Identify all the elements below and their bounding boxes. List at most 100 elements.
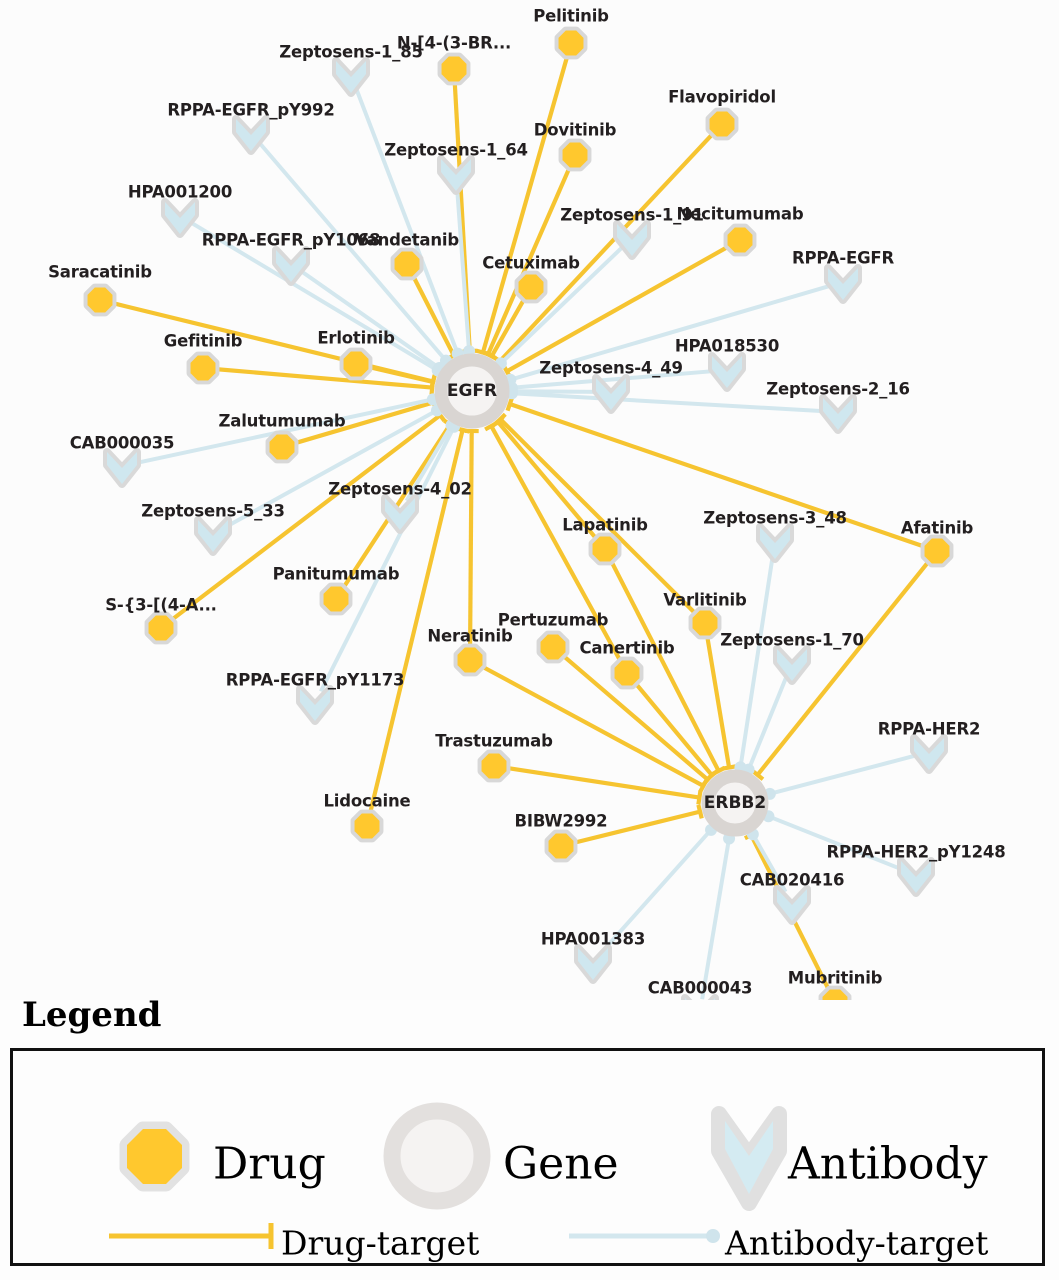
antibody-target-edge [454,185,472,352]
drug-node[interactable] [514,270,548,304]
drug-node[interactable] [350,809,384,843]
drug-node[interactable] [265,430,299,464]
drug-node[interactable] [705,107,739,141]
antibody-node-shape[interactable] [828,268,858,300]
antibody-node-shape[interactable] [276,250,306,282]
drug-node-shape[interactable] [709,111,735,137]
drug-node-shape[interactable] [692,610,718,636]
antibody-node-shape[interactable] [712,356,742,388]
drug-node-shape[interactable] [822,989,848,1000]
drug-node[interactable] [319,582,353,616]
antibody-node[interactable] [681,994,719,1000]
antibody-node-shape[interactable] [236,119,266,151]
drug-node-shape[interactable] [148,615,174,641]
antibody-node-shape[interactable] [441,159,471,191]
drug-node-shape[interactable] [558,30,584,56]
antibody-node-shape[interactable] [777,889,807,921]
antibody-node[interactable] [824,264,862,304]
antibody-node[interactable] [194,516,232,556]
drug-node-label: BIBW2992 [514,811,608,831]
drug-node[interactable] [390,247,424,281]
drug-node[interactable] [558,138,592,172]
drug-node-shape[interactable] [562,142,588,168]
antibody-node-shape[interactable] [823,398,853,430]
antibody-node-shape[interactable] [198,520,228,552]
network-graph[interactable]: N-[4-(3-BR... Pelitinib Flavopiridol Doviti… [0,0,1059,1000]
gene-node-ring[interactable] [701,769,769,837]
antibody-node[interactable] [272,246,310,286]
antibody-node-label: RPPA-HER2 [877,719,981,739]
antibody-node[interactable] [381,494,419,534]
antibody-node[interactable] [296,685,334,725]
antibody-node-shape[interactable] [760,527,790,559]
antibody-node-shape[interactable] [777,649,807,681]
antibody-node-shape[interactable] [336,61,366,93]
drug-node-shape[interactable] [924,538,950,564]
drug-node[interactable] [723,223,757,257]
drug-node[interactable] [477,749,511,783]
drug-node-shape[interactable] [394,251,420,277]
drug-node-shape[interactable] [190,355,216,381]
drug-node[interactable] [544,829,578,863]
antibody-node-shape[interactable] [165,202,195,234]
antibody-node-shape[interactable] [300,689,330,721]
antibody-node-shape[interactable] [107,452,137,484]
drug-node-shape[interactable] [592,536,618,562]
drug-node-shape[interactable] [354,813,380,839]
drug-node[interactable] [83,283,117,317]
drug-node-shape[interactable] [481,753,507,779]
drug-node-shape[interactable] [323,586,349,612]
antibody-node[interactable] [332,57,370,97]
antibody-node-shape[interactable] [914,738,944,770]
antibody-node[interactable] [897,857,935,897]
gene-node[interactable] [434,353,510,429]
drug-node[interactable] [536,630,570,664]
antibody-node[interactable] [613,220,651,260]
node-layer[interactable] [0,0,1059,1000]
antibody-node-shape[interactable] [385,498,415,530]
drug-node[interactable] [554,26,588,60]
antibody-node[interactable] [232,115,270,155]
antibody-node-shape[interactable] [578,948,608,980]
drug-node[interactable] [186,351,220,385]
gene-node[interactable] [701,769,769,837]
drug-node-shape[interactable] [269,434,295,460]
drug-node-shape[interactable] [441,56,467,82]
drug-node-shape[interactable] [518,274,544,300]
antibody-node-label: RPPA-EGFR_pY1068 [201,230,381,250]
drug-target-edge [505,244,730,374]
antibody-node[interactable] [161,198,199,238]
antibody-node[interactable] [103,448,141,488]
drug-target-edge-cap [484,350,499,362]
antibody-node[interactable] [773,645,811,685]
drug-node[interactable] [144,611,178,645]
drug-node[interactable] [437,52,471,86]
drug-node[interactable] [588,532,622,566]
drug-node[interactable] [610,656,644,690]
drug-node-label: Lidocaine [323,791,411,811]
antibody-node[interactable] [708,352,746,392]
drug-node-shape[interactable] [540,634,566,660]
drug-node-shape[interactable] [457,647,483,673]
drug-node-shape[interactable] [727,227,753,253]
drug-node[interactable] [453,643,487,677]
drug-node[interactable] [818,985,852,1000]
drug-node-shape[interactable] [87,287,113,313]
antibody-node-shape[interactable] [901,861,931,893]
gene-node-ring[interactable] [434,353,510,429]
antibody-node[interactable] [574,944,612,984]
drug-node-shape[interactable] [614,660,640,686]
antibody-node[interactable] [592,374,630,414]
antibody-node[interactable] [773,885,811,925]
drug-node-shape[interactable] [548,833,574,859]
antibody-node[interactable] [819,394,857,434]
drug-node-shape[interactable] [343,351,369,377]
antibody-node[interactable] [756,523,794,563]
drug-node[interactable] [920,534,954,568]
drug-node[interactable] [688,606,722,640]
antibody-node-shape[interactable] [617,224,647,256]
antibody-node[interactable] [437,155,475,195]
antibody-node-shape[interactable] [596,378,626,410]
drug-node[interactable] [339,347,373,381]
antibody-node[interactable] [910,734,948,774]
